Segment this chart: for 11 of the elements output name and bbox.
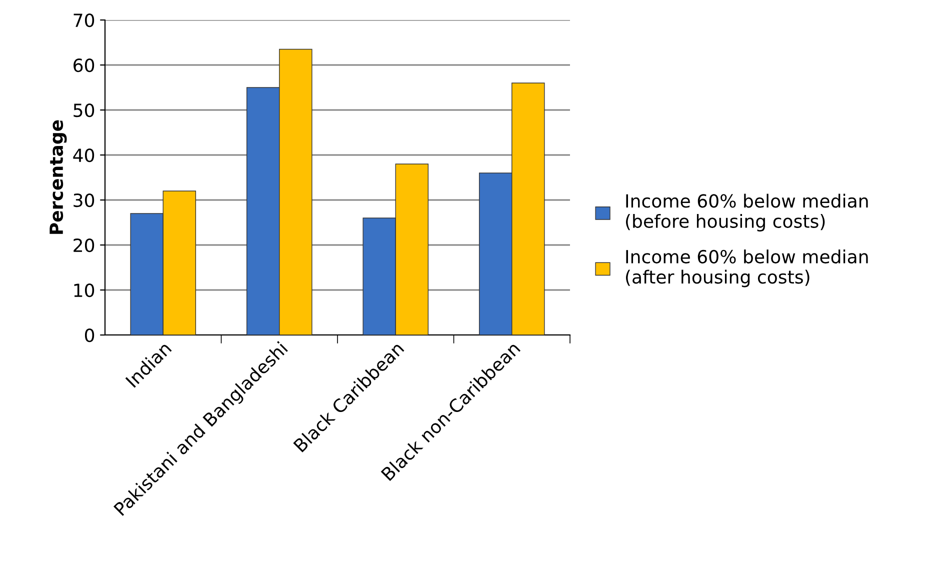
- y-tick-label: 60: [74, 58, 94, 72]
- legend-label: Income 60% below median (before housing costs): [626, 194, 868, 232]
- y-tick-label: 0: [84, 328, 94, 342]
- y-tick-label: 70: [74, 13, 94, 28]
- y-axis-title: Percentage: [50, 120, 67, 234]
- y-tick-label: 10: [74, 283, 94, 298]
- y-tick-label: 50: [74, 103, 94, 118]
- legend-label: Income 60% below median (after housing costs): [626, 250, 868, 288]
- y-tick-label: 40: [73, 148, 94, 162]
- y-tick-label: 20: [74, 238, 94, 252]
- y-tick-label: 30: [74, 193, 94, 208]
